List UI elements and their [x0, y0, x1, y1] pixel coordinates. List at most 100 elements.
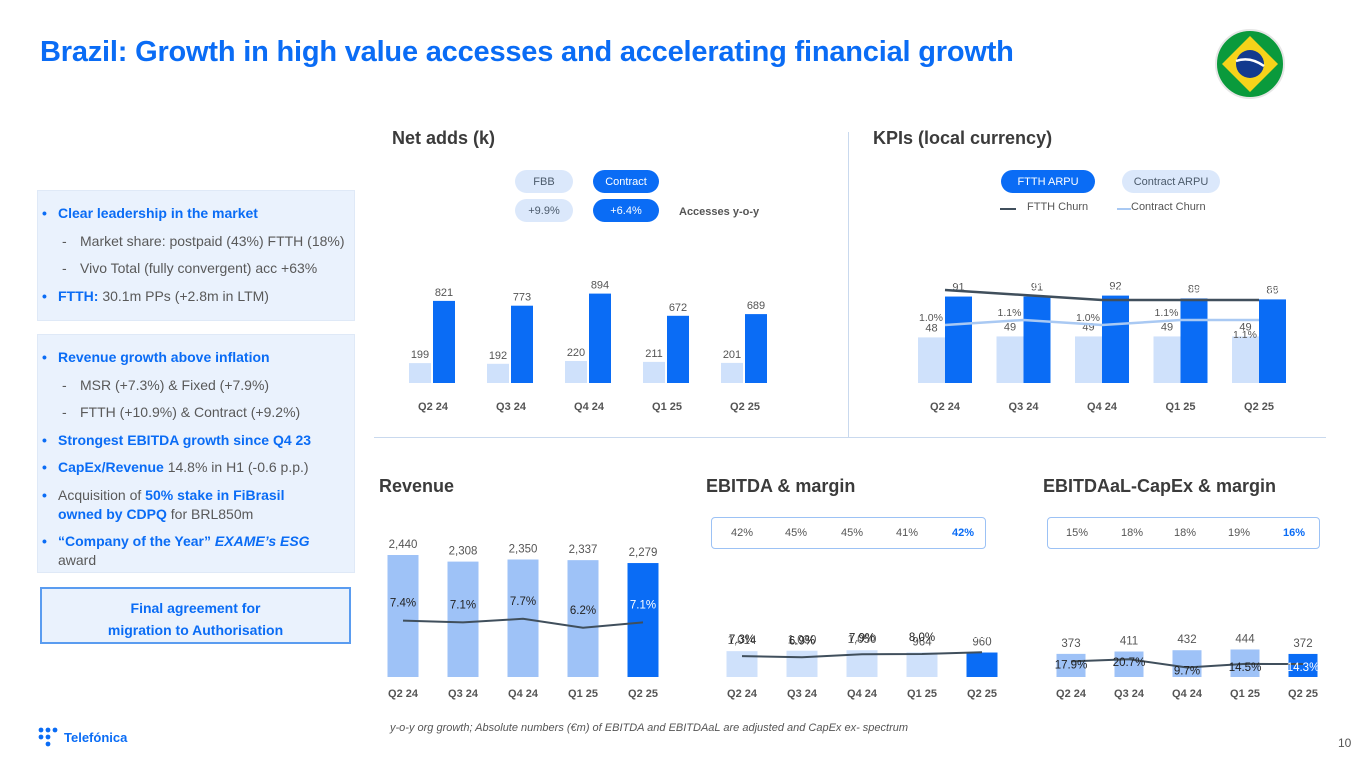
kpis-bar-ftth-arpu [1102, 295, 1129, 383]
ebitdaal-category: Q1 25 [1230, 688, 1260, 700]
ebitdaal-margin-q1-25: 19% [1227, 527, 1251, 539]
netadds-bar-fbb [643, 361, 665, 383]
ebitdaal-growth-label: 20.7% [1113, 657, 1146, 669]
revenue-growth-label: 6.2% [570, 605, 596, 617]
netadds-label: 894 [591, 280, 609, 292]
kpis-bar-label: 91 [1031, 282, 1043, 294]
ebitda-bar [966, 652, 998, 677]
revenue-growth-label: 7.1% [450, 599, 476, 611]
bullet-ftth-label: FTTH: [58, 287, 99, 304]
brazil-flag-icon [1215, 29, 1285, 99]
kpis-line-label: 1.0% [1076, 312, 1100, 324]
kpis-line-label: 1.5% [1103, 285, 1127, 297]
ebitdaal-bar [1288, 653, 1318, 677]
revenue-category: Q2 24 [388, 688, 419, 700]
page-title: Brazil: Growth in high value accesses an… [40, 36, 1014, 68]
ebitdaal-growth-line [1070, 658, 1304, 669]
ebitda-margin-q3-24: 45% [784, 527, 808, 539]
netadds-label: 672 [669, 302, 687, 314]
kpis-bar-label: 88 [1266, 284, 1278, 296]
ebitdaal-chart: 373 Q2 24 411 Q3 24 432 Q4 24 444 Q1 25 372 Q2 25… [1055, 633, 1320, 700]
ebitda-margin-q2-25: 42% [951, 527, 975, 539]
netadds-chart: 199 821 Q2 24 192 773 Q3 24 220 894 Q4 24 211 672 Q… [409, 280, 767, 413]
bullet-leadership: Clear leadership in the market [58, 205, 258, 221]
kpis-bar-contract-arpu [1232, 336, 1259, 383]
revenue-bar [567, 560, 599, 677]
netadds-title: Net adds (k) [392, 128, 496, 148]
revenue-bar [447, 561, 479, 677]
netadds-label: 821 [435, 287, 453, 299]
ebitdaal-category: Q3 24 [1114, 688, 1145, 700]
kpis-bar-contract-arpu [1075, 336, 1102, 383]
netadds-label: 192 [489, 350, 507, 362]
bullet-award-rest: award [58, 551, 97, 568]
ebitda-margin-q2-24: 42% [730, 527, 754, 539]
kpis-line-label: 1.1% [998, 307, 1022, 319]
netadds-label: 220 [567, 347, 585, 359]
netadds-label: 211 [645, 348, 663, 360]
kpis-line-contract-churn [944, 318, 1259, 327]
revenue-bar [387, 555, 419, 677]
legend-fbb: FBB [515, 170, 573, 193]
bullet-acquisition-rest: for BRL850m [166, 505, 254, 522]
kpis-line-label: 1.0% [919, 312, 943, 324]
ebitda-bar [906, 652, 938, 677]
kpis-bar-label: 49 [1239, 321, 1251, 333]
horizontal-divider [374, 437, 1326, 438]
highlights-box-financial: Revenue growth above inflation MSR (+7.3… [37, 334, 355, 573]
ebitdaal-growth-label: 17.9% [1055, 659, 1088, 671]
kpis-bar-label: 49 [1004, 321, 1016, 333]
ebitda-growth-label: 8.0% [909, 632, 935, 644]
kpis-category: Q4 24 [1087, 401, 1118, 413]
bullet-acquisition-pre: Acquisition of [58, 486, 146, 503]
bullet-acquisition-stake: 50% stake in FiBrasil [145, 486, 285, 503]
netadds-label: 773 [513, 292, 531, 304]
authorisation-box: Final agreement for migration to Authori… [40, 587, 351, 644]
bullet-ftth-text: 30.1m PPs (+2.8m in LTM) [98, 287, 269, 304]
ebitda-growth-label: 6.9% [789, 635, 815, 647]
ebitda-margin-q4-24: 45% [840, 527, 864, 539]
bullet-ftth-contract: FTTH (+10.9%) & Contract (+9.2%) [38, 399, 354, 427]
revenue-bar [627, 563, 659, 677]
kpis-bar-label: 48 [925, 322, 937, 334]
ebitdaal-margin-box: 15% 18% 18% 19% 16% [1047, 517, 1320, 549]
ebitdaal-margin-q2-24: 15% [1065, 527, 1089, 539]
ebitdaal-value-label: 411 [1120, 636, 1138, 648]
revenue-category: Q3 24 [448, 688, 479, 700]
revenue-value-label: 2,440 [389, 539, 418, 551]
netadds-bar-contract [667, 315, 689, 383]
kpis-bar-label: 89 [1188, 283, 1200, 295]
ebitda-title: EBITDA & margin [706, 476, 856, 496]
kpis-bar-label: 49 [1161, 321, 1173, 333]
ebitda-chart: 1,014 Q2 24 1,030 Q3 24 1,050 Q4 24 964 Q1 25 96… [726, 630, 998, 700]
ebitdaal-bar [1172, 650, 1202, 677]
kpis-bar-label: 92 [1109, 281, 1121, 293]
page-number: 10 [1338, 736, 1352, 750]
ebitda-category: Q3 24 [787, 688, 818, 700]
ebitdaal-value-label: 432 [1177, 634, 1196, 646]
ebitda-growth-label: 7.9% [849, 632, 875, 644]
legend-accesses-note: Accesses y-o-y [679, 206, 760, 218]
ebitda-value-label: 1,030 [788, 635, 817, 647]
netadds-bar-fbb [487, 363, 509, 383]
ebitdaal-category: Q2 25 [1288, 688, 1318, 700]
ebitdaal-bar [1114, 651, 1144, 677]
kpis-bar-ftth-arpu [1023, 296, 1051, 383]
revenue-value-label: 2,279 [629, 547, 658, 559]
bullet-ebitda-growth: Strongest EBITDA growth since Q4 23 [58, 431, 312, 448]
legend-fbb-growth: +9.9% [515, 199, 573, 222]
ebitdaal-category: Q4 24 [1172, 688, 1203, 700]
legend-contract-growth: +6.4% [593, 199, 659, 222]
ebitda-margin-q1-25: 41% [895, 527, 919, 539]
legend-ftth-churn: FTTH Churn [1027, 201, 1089, 213]
netadds-label: 201 [723, 349, 741, 361]
ebitda-category: Q1 25 [907, 688, 937, 700]
kpis-line-label: 1.1% [1233, 329, 1257, 341]
ebitda-category: Q2 24 [727, 688, 758, 700]
ebitdaal-value-label: 444 [1235, 633, 1255, 645]
ebitda-margin-box: 42% 45% 45% 41% 42% [711, 517, 986, 549]
bullet-msr-fixed: MSR (+7.3%) & Fixed (+7.9%) [38, 372, 354, 400]
legend-contract: Contract [593, 170, 659, 193]
netadds-bar-contract [589, 293, 611, 383]
